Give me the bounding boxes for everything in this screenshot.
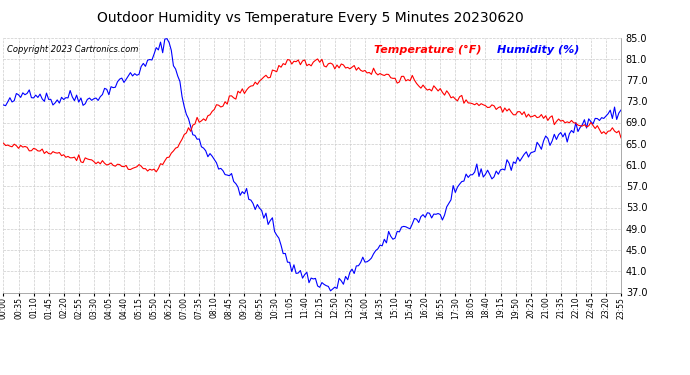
Text: Temperature (°F): Temperature (°F): [374, 45, 482, 55]
Text: Outdoor Humidity vs Temperature Every 5 Minutes 20230620: Outdoor Humidity vs Temperature Every 5 …: [97, 11, 524, 25]
Text: Copyright 2023 Cartronics.com: Copyright 2023 Cartronics.com: [6, 45, 138, 54]
Text: Humidity (%): Humidity (%): [497, 45, 580, 55]
